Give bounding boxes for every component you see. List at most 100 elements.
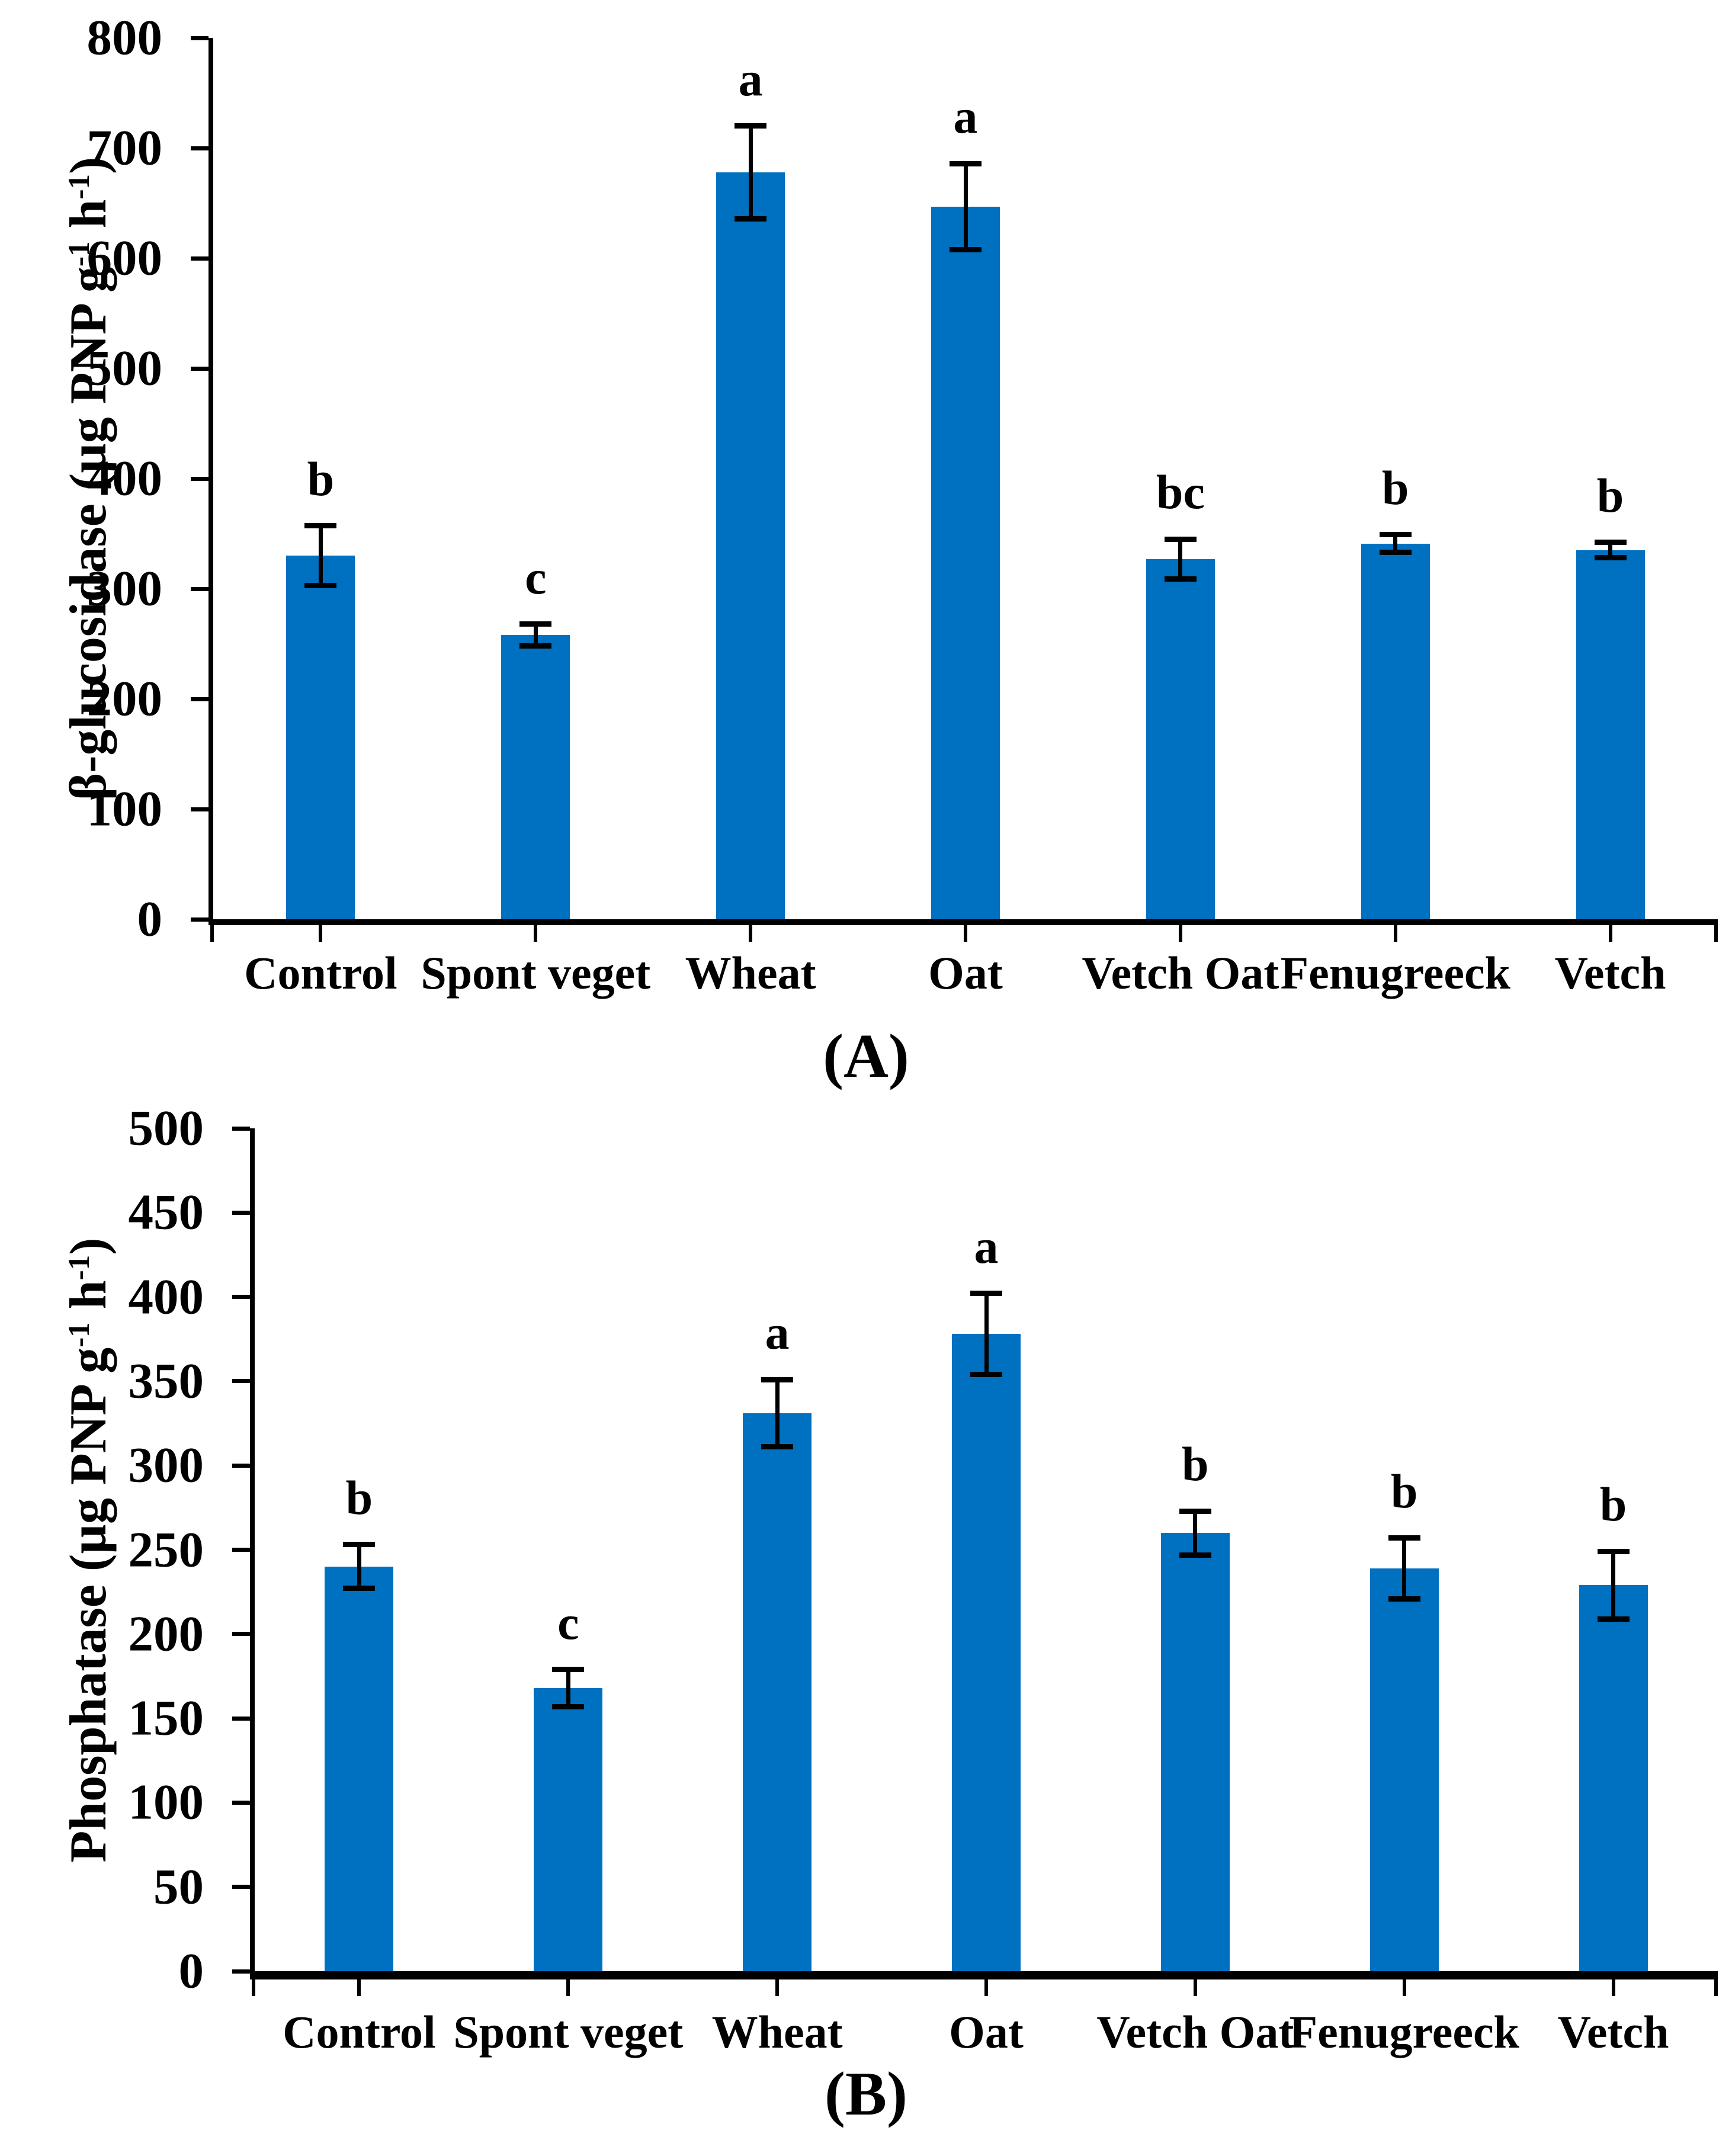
x-tick-mark — [534, 925, 538, 942]
y-tick-label: 100 — [86, 781, 163, 837]
y-tick-mark — [191, 697, 209, 701]
bar-fenugreeck — [1369, 1568, 1439, 1971]
y-tick-label: 450 — [128, 1184, 204, 1240]
y-tick-mark — [232, 1716, 250, 1721]
y-tick-label: 600 — [86, 230, 163, 286]
x-category-label: Fenugreeck — [1289, 2006, 1519, 2058]
error-bar-cap-bottom — [1388, 1596, 1420, 1602]
error-bar-line — [1608, 542, 1613, 558]
bar-vetch-oat — [1160, 1533, 1230, 1971]
error-bar-line — [1402, 1538, 1407, 1599]
y-tick-label: 400 — [128, 1269, 204, 1325]
y-tick-mark — [232, 1463, 250, 1468]
error-bar-cap-bottom — [304, 582, 337, 588]
significance-letter: a — [974, 1219, 999, 1273]
x-tick-mark — [319, 925, 323, 942]
error-bar-cap-top — [343, 1542, 376, 1548]
x-axis-end-tick — [252, 1979, 255, 1996]
y-tick-label: 250 — [128, 1522, 204, 1577]
y-tick-label: 150 — [128, 1690, 204, 1746]
error-bar-cap-top — [304, 523, 337, 529]
x-tick-mark — [1193, 1979, 1197, 1996]
error-bar-cap-bottom — [950, 246, 982, 252]
x-tick-mark — [984, 1979, 988, 1996]
y-tick-label: 100 — [128, 1774, 204, 1830]
x-tick-mark — [749, 925, 753, 942]
y-axis-line — [250, 1128, 255, 1979]
bar-spont-veget — [534, 1687, 603, 1971]
significance-letter: b — [307, 451, 335, 506]
significance-letter: a — [738, 52, 763, 106]
y-tick-mark — [232, 1548, 250, 1552]
y-tick-mark — [232, 1969, 250, 1974]
x-category-label: Fenugreeck — [1280, 947, 1510, 999]
error-bar-cap-top — [552, 1667, 585, 1673]
error-bar-cap-top — [1179, 1508, 1211, 1514]
error-bar-cap-bottom — [761, 1444, 794, 1450]
significance-letter: b — [345, 1470, 373, 1525]
bar-wheat — [743, 1413, 812, 1971]
y-tick-mark — [232, 1632, 250, 1637]
error-bar-cap-bottom — [1164, 576, 1197, 582]
error-bar-line — [1611, 1551, 1616, 1619]
x-tick-mark — [775, 1979, 780, 1996]
x-category-label: Vetch Oat — [1096, 2006, 1294, 2058]
bar-vetch — [1576, 550, 1645, 919]
error-bar-line — [775, 1379, 780, 1447]
error-bar-cap-top — [970, 1291, 1002, 1297]
y-tick-mark — [232, 1885, 250, 1889]
x-tick-mark — [1402, 1979, 1406, 1996]
x-axis-end-tick — [210, 925, 214, 942]
error-bar-cap-top — [761, 1377, 794, 1382]
y-tick-mark — [232, 1126, 250, 1131]
panel-label-A: (A) — [823, 1021, 909, 1090]
significance-letter: b — [1596, 468, 1624, 522]
error-bar-line — [1193, 1511, 1198, 1555]
error-bar-cap-top — [950, 161, 982, 166]
y-tick-label: 500 — [86, 340, 163, 396]
error-bar-cap-top — [1388, 1535, 1420, 1541]
significance-letter: b — [1599, 1477, 1627, 1532]
x-tick-mark — [1178, 925, 1182, 942]
y-tick-label: 300 — [86, 560, 163, 617]
x-category-label: Vetch Oat — [1082, 947, 1279, 999]
bar-vetch-oat — [1146, 559, 1215, 919]
bar-control — [325, 1566, 394, 1971]
y-axis-line — [209, 38, 213, 925]
x-tick-mark — [964, 925, 967, 942]
y-tick-label: 200 — [86, 670, 163, 727]
x-category-label: Spont veget — [421, 947, 651, 999]
x-tick-mark — [357, 1979, 361, 1996]
y-tick-label: 700 — [86, 120, 163, 176]
y-tick-label: 0 — [178, 1943, 204, 1999]
error-bar-line — [533, 624, 538, 646]
bar-oat — [952, 1334, 1021, 1971]
error-bar-cap-top — [1597, 1548, 1630, 1554]
y-tick-label: 300 — [128, 1437, 204, 1493]
error-bar-cap-bottom — [970, 1372, 1002, 1378]
y-tick-label: 400 — [86, 450, 163, 506]
error-bar-line — [748, 126, 753, 219]
y-tick-label: 800 — [86, 9, 163, 66]
x-category-label: Vetch — [1554, 947, 1666, 999]
x-tick-mark — [1393, 925, 1397, 942]
error-bar-cap-bottom — [552, 1703, 585, 1709]
significance-letter: b — [1390, 1464, 1418, 1518]
error-bar-line — [357, 1544, 361, 1589]
y-tick-label: 200 — [128, 1606, 204, 1662]
x-axis-end-tick — [1714, 1979, 1718, 1996]
y-tick-label: 0 — [137, 891, 163, 947]
panel-label-B: (B) — [825, 2059, 907, 2128]
x-category-label: Wheat — [711, 2006, 843, 2058]
x-category-label: Oat — [949, 2006, 1024, 2058]
x-axis-line — [209, 919, 1718, 925]
y-tick-mark — [191, 256, 209, 261]
significance-letter: b — [1182, 1437, 1209, 1491]
x-tick-mark — [566, 1979, 570, 1996]
y-tick-mark — [191, 807, 209, 811]
bar-oat — [931, 206, 1000, 919]
x-tick-mark — [1608, 925, 1612, 942]
error-bar-cap-bottom — [1594, 555, 1627, 561]
